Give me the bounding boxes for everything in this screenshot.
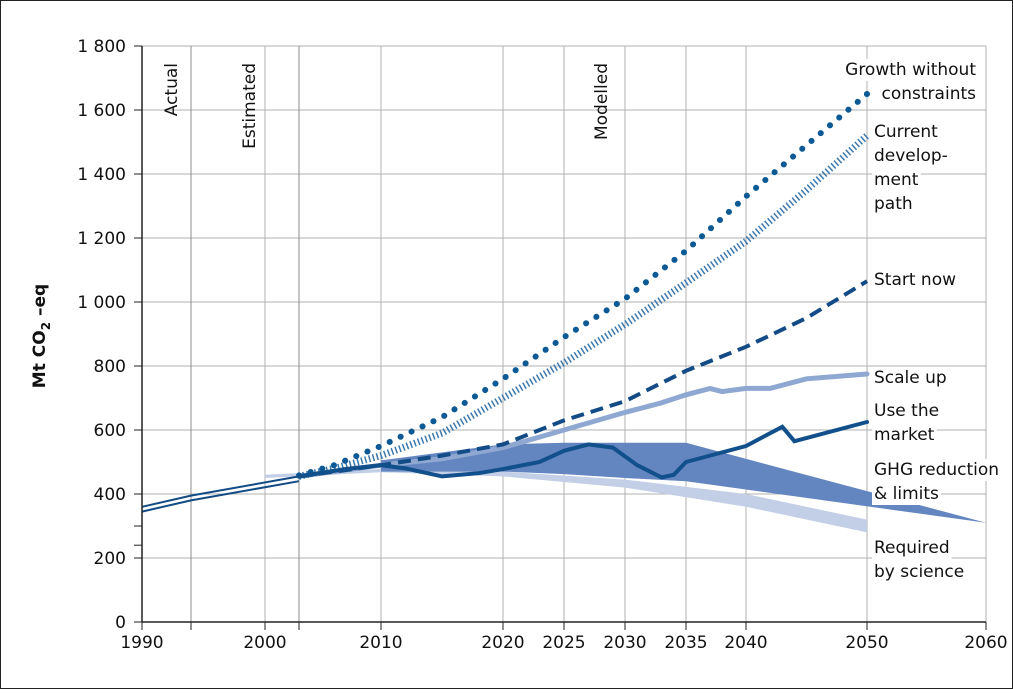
actual-line-upper (141, 475, 300, 508)
annotation-bg (872, 537, 952, 559)
annotation-bg (872, 483, 942, 505)
annotation-bg (879, 83, 979, 105)
annotation-bg (872, 169, 921, 191)
axes: 0 200 400 600 800 1 000 1 200 1 400 1 600 1 800 19… (77, 37, 1007, 653)
y-tick-label: 1 600 (77, 101, 126, 121)
x-tick-label: 2010 (359, 633, 402, 653)
x-tick-label: 2050 (845, 633, 888, 653)
y-tick-label: 200 (94, 549, 126, 569)
y-tick-label: 400 (94, 485, 126, 505)
y-tick-label: 1 400 (77, 165, 126, 185)
series-line-growth-without-constraints (296, 91, 870, 479)
x-tick-label: 2040 (724, 633, 767, 653)
x-tick-label: 1990 (120, 633, 163, 653)
x-tick-label: 2000 (243, 633, 286, 653)
annotation-label: market (874, 425, 935, 445)
annotation-label: path (874, 194, 913, 214)
label-layer: Actual Estimated Modelled Growth without con… (162, 59, 1002, 583)
series-layer (141, 91, 870, 513)
period-label-actual: Actual (162, 63, 182, 116)
annotation-label: ment (874, 170, 919, 190)
actual-line-lower (141, 480, 300, 513)
y-tick-label: 1 000 (77, 293, 126, 313)
annotation-label: Required (874, 538, 950, 558)
annotation-label: & limits (874, 484, 939, 504)
series-line-start-now (298, 279, 869, 479)
y-tick-label: 1 200 (77, 229, 126, 249)
y-tick-label: 0 (115, 613, 126, 633)
annotation-label: GHG reduction (874, 460, 999, 480)
x-tick-label: 2035 (664, 633, 707, 653)
annotation-bg (843, 59, 979, 81)
series-line-scale-up (296, 371, 870, 479)
annotation-bg (872, 269, 959, 291)
y-axis-label: Mt CO2 –eq (30, 284, 53, 388)
annotation-label: Growth without (845, 60, 976, 80)
y-tick-label: 600 (94, 421, 126, 441)
annotation-bg (872, 121, 941, 143)
annotation-label: Scale up (874, 368, 947, 388)
annotation-label: Current (874, 122, 938, 142)
annotation-label: Use the (874, 401, 939, 421)
y-axis-label-sub: 2 (39, 322, 53, 330)
annotation-bg (872, 561, 967, 583)
annotation-label: by science (874, 562, 964, 582)
x-tick-label: 2025 (542, 633, 585, 653)
period-label-modelled: Modelled (592, 63, 612, 140)
annotation-bg (872, 193, 915, 215)
annotation-bg (872, 424, 937, 446)
series-line-current-development-path (298, 132, 870, 480)
period-label-estimated: Estimated (240, 63, 260, 149)
annotation-bg (872, 145, 950, 167)
y-axis-label-main: Mt CO (30, 330, 50, 388)
x-tick-label: 2020 (481, 633, 524, 653)
x-tick-label: 2060 (964, 633, 1007, 653)
annotation-label: develop- (874, 146, 948, 166)
annotation-bg (872, 367, 949, 389)
annotation-bg (872, 459, 1002, 481)
annotation-label: constraints (882, 84, 977, 104)
x-tick-label: 2030 (603, 633, 646, 653)
series-line-use-the-market (297, 420, 869, 480)
annotation-label: Start now (874, 270, 956, 290)
band-required-by-science (265, 469, 867, 533)
period-dividers (190, 46, 300, 622)
y-tick-label: 1 800 (77, 37, 126, 57)
annotation-bg (872, 400, 942, 422)
y-tick-label: 800 (94, 357, 126, 377)
y-axis-label-suffix: –eq (30, 284, 50, 322)
